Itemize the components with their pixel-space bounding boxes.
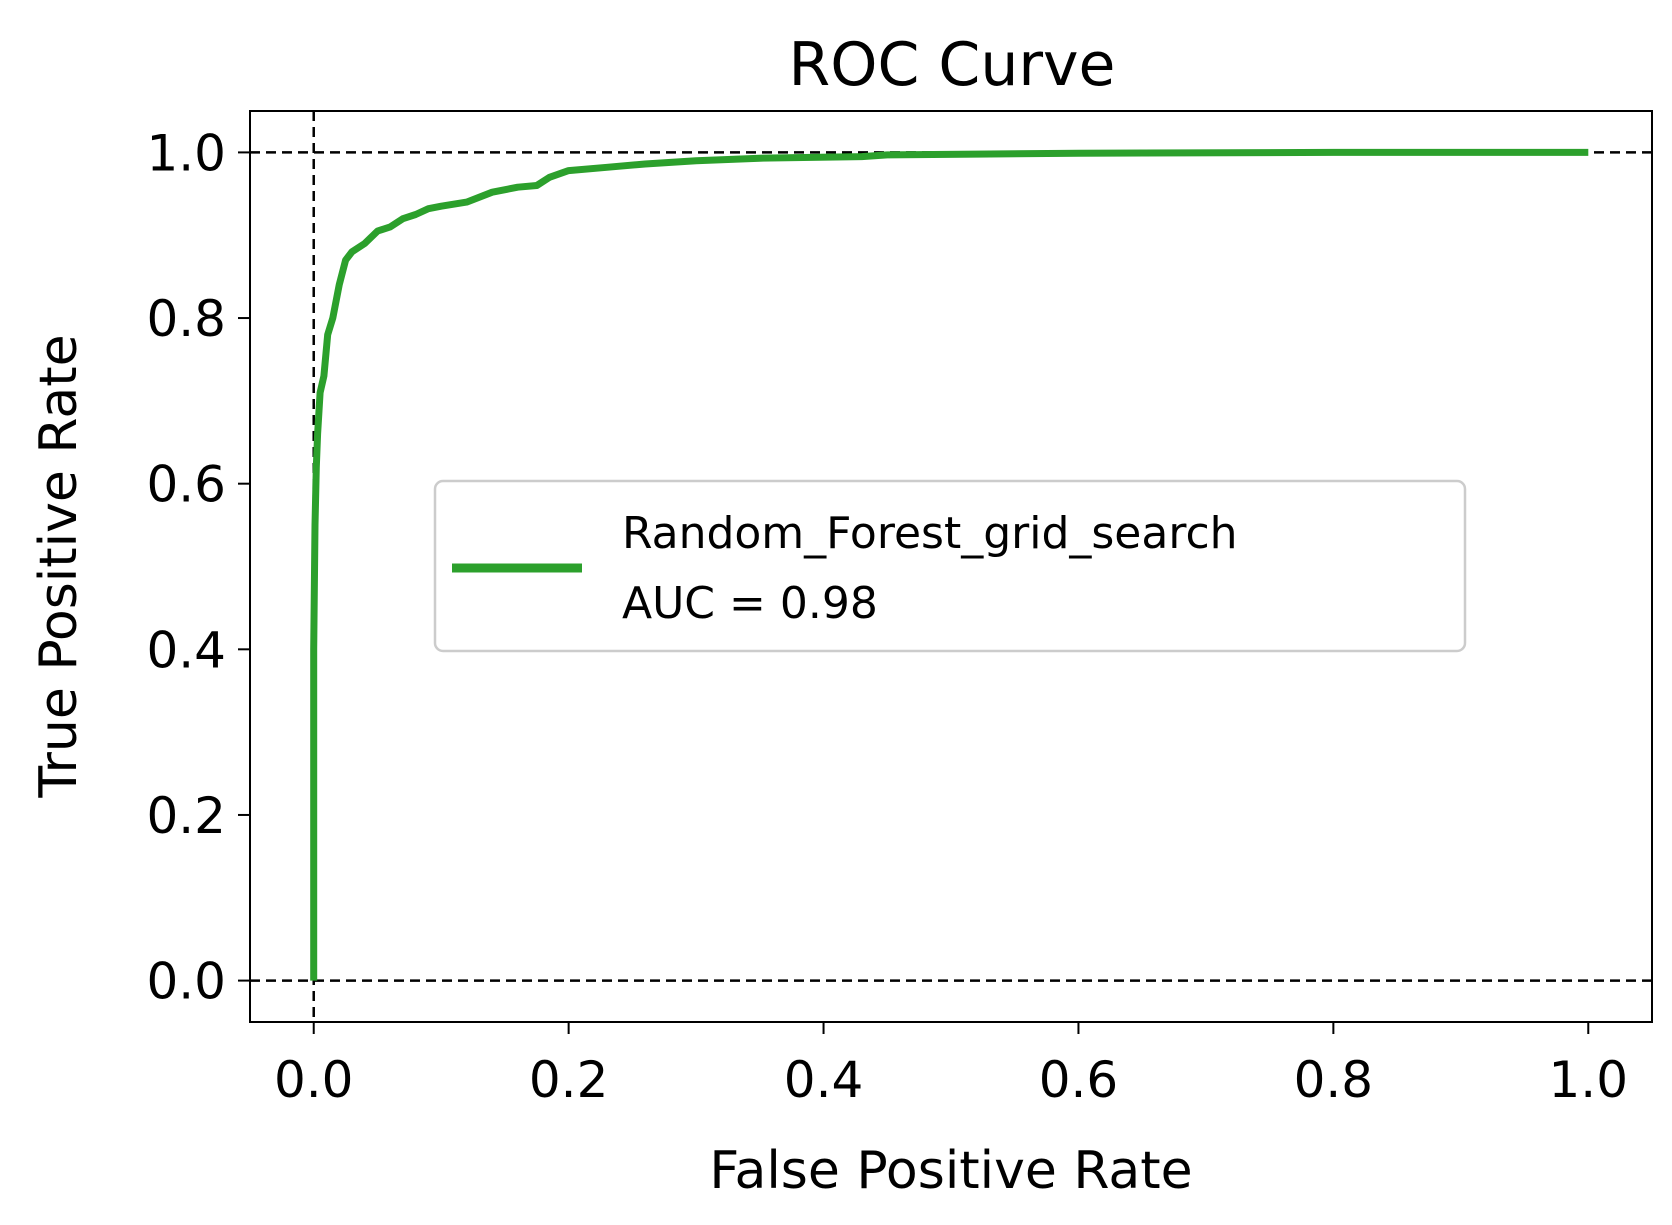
y-tick-label: 0.4 [146, 621, 226, 679]
plot-frame [249, 110, 1653, 1023]
x-tick-label: 0.4 [784, 1051, 864, 1109]
y-tick-label: 1.0 [146, 124, 226, 182]
x-axis-ticks: 0.0 0.2 0.4 0.6 0.8 1.0 [274, 1022, 1628, 1109]
x-tick-label: 0.0 [274, 1051, 354, 1109]
y-axis-ticks: 0.0 0.2 0.4 0.6 0.8 1.0 [146, 124, 250, 1011]
x-tick-label: 0.6 [1039, 1051, 1119, 1109]
legend-label-auc: AUC = 0.98 [622, 578, 878, 629]
legend-frame [433, 479, 1467, 653]
legend: Random_Forest_grid_search AUC = 0.98 [433, 479, 1467, 653]
roc-series-line-0 [310, 148, 1589, 981]
y-tick-label: 0.0 [146, 953, 226, 1011]
y-tick-label: 0.8 [146, 290, 226, 348]
y-tick-label: 0.2 [146, 787, 226, 845]
x-tick-label: 0.2 [529, 1051, 609, 1109]
x-tick-label: 0.8 [1294, 1051, 1374, 1109]
y-axis-label: True Positive Rate [29, 334, 89, 798]
legend-label-name: Random_Forest_grid_search [622, 508, 1238, 559]
x-tick-label: 1.0 [1549, 1051, 1629, 1109]
series-layer [310, 148, 1589, 981]
x-axis-label: False Positive Rate [709, 1141, 1192, 1201]
chart-title: ROC Curve [789, 30, 1116, 100]
y-tick-label: 0.6 [146, 456, 226, 514]
